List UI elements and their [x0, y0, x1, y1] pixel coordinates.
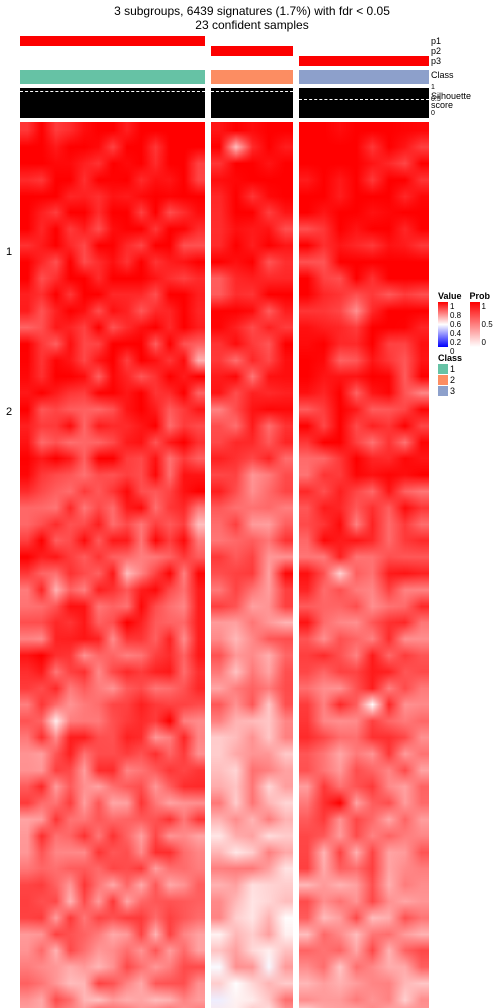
prob-bar-p3 [211, 56, 293, 66]
prob-bar-p1 [211, 36, 293, 46]
row-cluster-axis: 1 2 [0, 36, 20, 1008]
silhouette-bar [299, 88, 429, 118]
heatmap-canvas [20, 122, 205, 1008]
heatmap [20, 122, 205, 1008]
panel [20, 36, 205, 1008]
label-class: Class [431, 70, 454, 80]
prob-bar-p2 [211, 46, 293, 56]
value-ticks: 1 0.8 0.6 0.4 0.2 0 [450, 302, 461, 347]
heatmap [299, 122, 429, 1008]
chart-subtitle: 23 confident samples [0, 18, 504, 32]
value-gradient [438, 302, 448, 347]
silhouette-line [299, 99, 429, 100]
legend-class-item: 3 [438, 386, 504, 396]
prob-bar-p2 [299, 46, 429, 56]
class-bar [211, 70, 293, 84]
label-p2: p2 [431, 46, 441, 56]
prob-bar-p1 [299, 36, 429, 46]
legend-swatch [438, 364, 448, 374]
prob-ticks: 1 0.5 0 [482, 302, 493, 347]
label-p3: p3 [431, 56, 441, 66]
legend-class-title: Class [438, 353, 504, 363]
heatmap-panels [20, 36, 429, 1008]
legend-swatch [438, 375, 448, 385]
legend: Value 1 0.8 0.6 0.4 0.2 0 Prob 1 0.5 [438, 290, 504, 397]
silhouette-bar [211, 88, 293, 118]
cluster-label-2: 2 [6, 406, 12, 418]
label-silhouette: Silhouettescore [431, 92, 471, 110]
heatmap-canvas [211, 122, 293, 1008]
prob-bar-p2 [20, 46, 205, 56]
annotation-labels: p1 p2 p3 Class 1 0.5 Silhouettescore 0 [429, 36, 491, 1008]
class-bar [20, 70, 205, 84]
label-sil-0: 0 [431, 110, 435, 117]
legend-swatch [438, 386, 448, 396]
legend-class-item: 1 [438, 364, 504, 374]
panel [211, 36, 293, 1008]
prob-bar-p3 [20, 56, 205, 66]
label-p1: p1 [431, 36, 441, 46]
chart-title: 3 subgroups, 6439 signatures (1.7%) with… [0, 4, 504, 18]
silhouette-line [20, 91, 205, 92]
silhouette-bar [20, 88, 205, 118]
class-bar [299, 70, 429, 84]
prob-gradient [470, 302, 480, 347]
figure: 1 2 p1 p2 p3 Class 1 0.5 Silhouettescore… [0, 36, 504, 1008]
legend-prob-title: Prob [470, 291, 493, 301]
legend-class-item: 2 [438, 375, 504, 385]
silhouette-line [211, 91, 293, 92]
cluster-label-1: 1 [6, 246, 12, 258]
heatmap [211, 122, 293, 1008]
heatmap-canvas [299, 122, 429, 1008]
legend-class-items: 123 [438, 364, 504, 396]
panel [299, 36, 429, 1008]
prob-bar-p1 [20, 36, 205, 46]
prob-bar-p3 [299, 56, 429, 66]
label-sil-1: 1 [431, 84, 435, 91]
legend-value-title: Value [438, 291, 462, 301]
